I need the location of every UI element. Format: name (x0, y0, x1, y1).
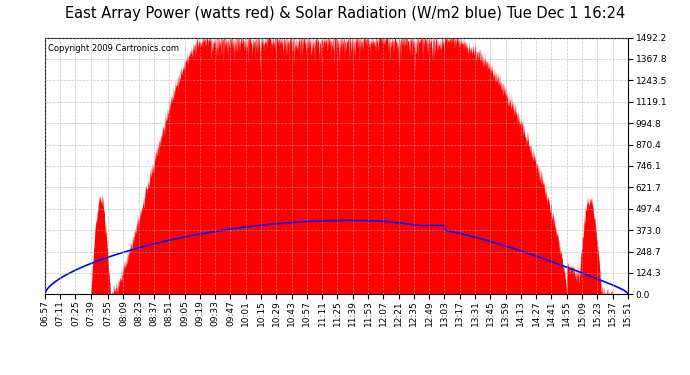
Text: Copyright 2009 Cartronics.com: Copyright 2009 Cartronics.com (48, 44, 179, 53)
Text: East Array Power (watts red) & Solar Radiation (W/m2 blue) Tue Dec 1 16:24: East Array Power (watts red) & Solar Rad… (65, 6, 625, 21)
